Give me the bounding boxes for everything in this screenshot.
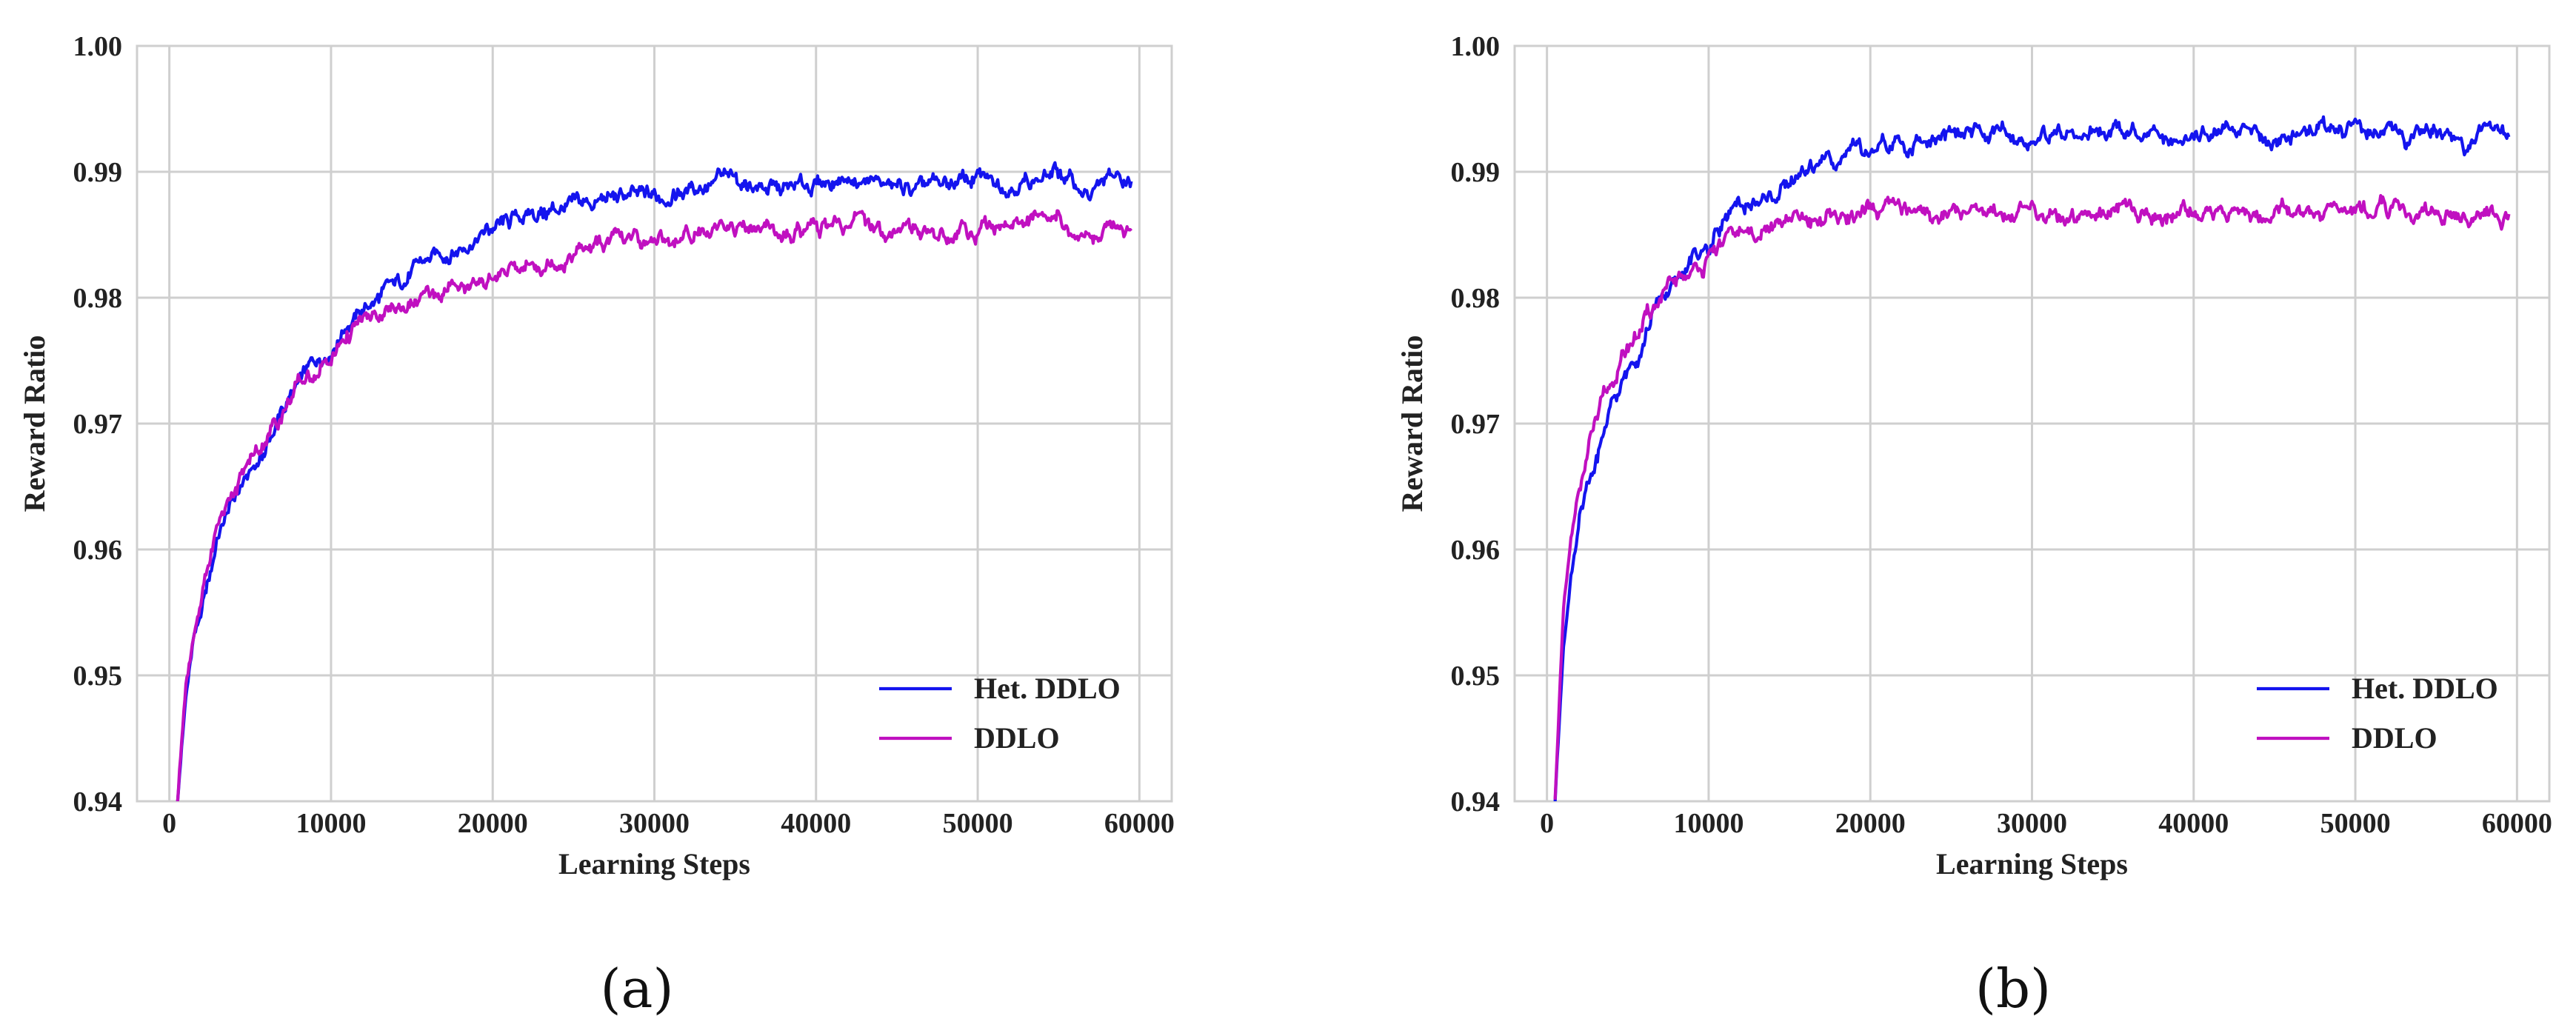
legend-label: Het. DDLO: [2352, 672, 2498, 705]
legend-label: DDLO: [974, 721, 1060, 755]
y-tick-label: 0.95: [73, 661, 123, 692]
x-tick-label: 30000: [1997, 808, 2067, 839]
y-tick-label: 0.97: [1451, 409, 1501, 440]
x-tick-label: 30000: [619, 808, 690, 839]
y-tick-label: 0.94: [73, 786, 123, 818]
x-tick-label: 40000: [2158, 808, 2229, 839]
y-tick-label: 0.99: [1451, 157, 1501, 188]
panel-caption: (a): [600, 958, 673, 1020]
panel-caption: (b): [1975, 958, 2051, 1020]
x-tick-label: 40000: [781, 808, 851, 839]
series-line-het-ddlo: [1553, 115, 2511, 801]
legend-label: Het. DDLO: [974, 672, 1121, 705]
legend-label: DDLO: [2352, 721, 2437, 755]
y-tick-label: 1.00: [1451, 31, 1501, 62]
x-axis-label: Learning Steps: [558, 847, 750, 880]
series-line-ddlo: [176, 209, 1133, 801]
plot-frame: [136, 44, 1173, 803]
y-tick-label: 0.99: [73, 157, 123, 188]
y-tick-label: 0.97: [73, 409, 123, 440]
y-tick-label: 0.94: [1451, 786, 1501, 818]
x-axis-label: Learning Steps: [1936, 847, 2128, 880]
x-tick-label: 50000: [943, 808, 1013, 839]
x-tick-label: 20000: [1835, 808, 1906, 839]
plot-frame: [1513, 44, 2551, 803]
y-axis-label: Reward Ratio: [18, 335, 51, 512]
x-tick-label: 60000: [2482, 808, 2552, 839]
chart-panel-b: 0 10000 20000 30000 40000 50000 60000 0.94 0.95 0…: [1395, 31, 2552, 1020]
x-tick-label: 10000: [296, 808, 366, 839]
y-tick-label: 0.98: [73, 283, 123, 314]
x-tick-label: 0: [1540, 808, 1554, 839]
x-tick-label: 50000: [2320, 808, 2391, 839]
x-tick-label: 20000: [458, 808, 528, 839]
y-axis-label: Reward Ratio: [1395, 335, 1429, 512]
series-line-ddlo: [1553, 194, 2511, 800]
x-tick-label: 60000: [1104, 808, 1175, 839]
chart-panel-a: 0 10000 20000 30000 40000 50000 60000 0.94 0.95 0…: [18, 31, 1175, 1020]
y-tick-label: 1.00: [73, 31, 123, 62]
y-tick-label: 0.95: [1451, 661, 1501, 692]
x-tick-label: 10000: [1673, 808, 1744, 839]
y-tick-label: 0.96: [73, 535, 123, 566]
y-tick-label: 0.98: [1451, 283, 1501, 314]
x-tick-label: 0: [162, 808, 176, 839]
y-tick-label: 0.96: [1451, 535, 1501, 566]
